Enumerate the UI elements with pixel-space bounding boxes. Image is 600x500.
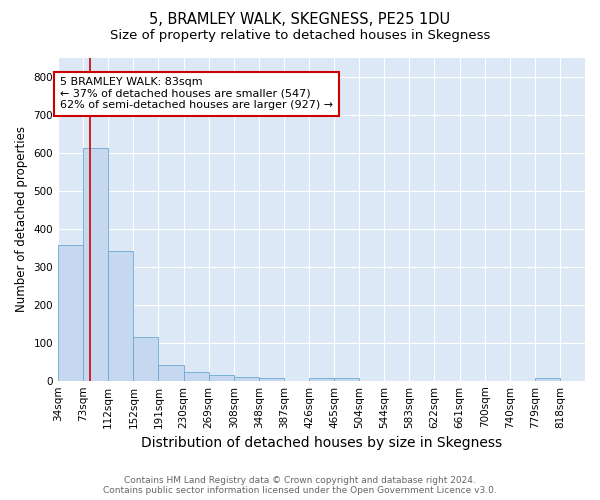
Bar: [58, 244, 83, 380]
Bar: [108, 250, 133, 380]
X-axis label: Distribution of detached houses by size in Skegness: Distribution of detached houses by size …: [141, 436, 502, 450]
Text: 5 BRAMLEY WALK: 83sqm
← 37% of detached houses are smaller (547)
62% of semi-det: 5 BRAMLEY WALK: 83sqm ← 37% of detached …: [60, 78, 333, 110]
Bar: [133, 337, 158, 380]
Bar: [158, 366, 184, 380]
Bar: [184, 372, 209, 380]
Bar: [209, 375, 233, 380]
Text: Contains HM Land Registry data © Crown copyright and database right 2024.
Contai: Contains HM Land Registry data © Crown c…: [103, 476, 497, 495]
Text: 5, BRAMLEY WALK, SKEGNESS, PE25 1DU: 5, BRAMLEY WALK, SKEGNESS, PE25 1DU: [149, 12, 451, 28]
Bar: [259, 378, 284, 380]
Bar: [83, 148, 108, 380]
Y-axis label: Number of detached properties: Number of detached properties: [15, 126, 28, 312]
Text: Size of property relative to detached houses in Skegness: Size of property relative to detached ho…: [110, 29, 490, 42]
Bar: [233, 377, 259, 380]
Bar: [535, 378, 560, 380]
Bar: [309, 378, 334, 380]
Bar: [334, 378, 359, 380]
